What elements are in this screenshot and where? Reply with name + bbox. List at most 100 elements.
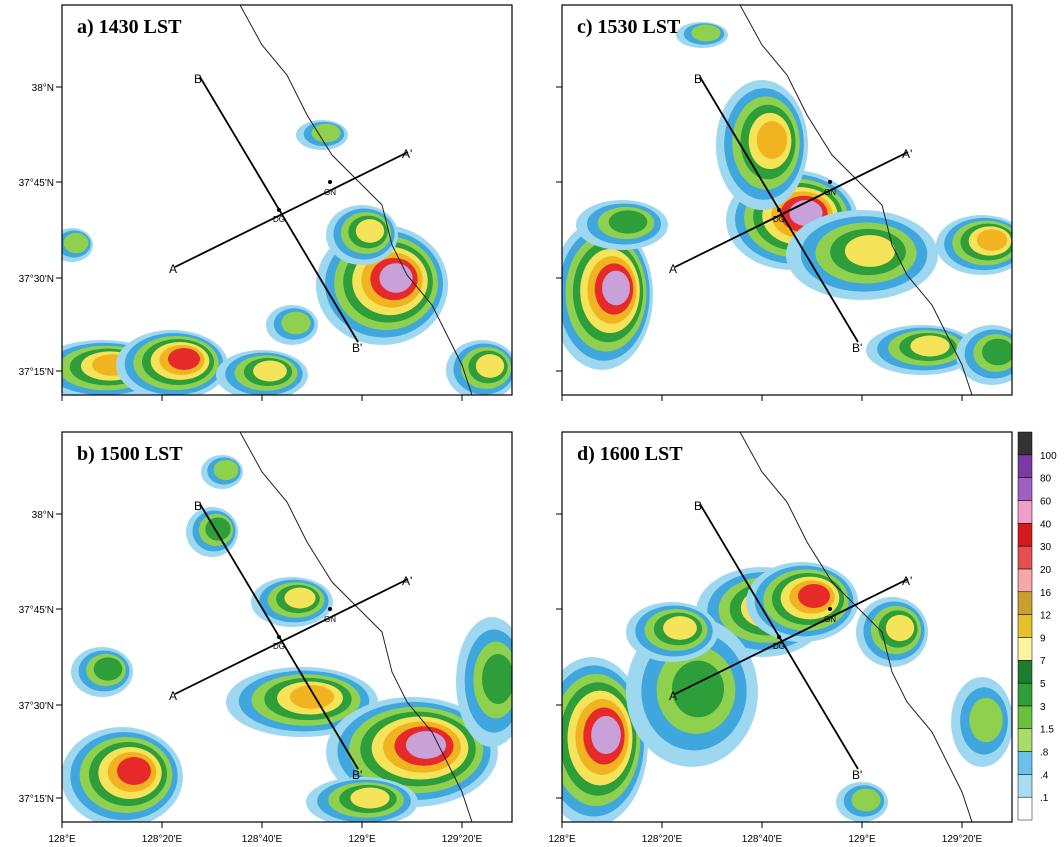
site <box>777 635 781 639</box>
colorbar-box <box>1018 797 1032 820</box>
colorbar-box <box>1018 478 1032 501</box>
precip-contour <box>356 219 384 243</box>
precip-contour <box>591 716 621 754</box>
precip-contour <box>851 789 880 812</box>
site-label: DG <box>273 215 285 224</box>
point-label: B' <box>352 768 362 782</box>
point-label: B <box>694 72 702 86</box>
site <box>328 607 332 611</box>
colorbar-box <box>1018 752 1032 775</box>
precip-contour <box>845 235 895 267</box>
colorbar-label: .8 <box>1040 748 1049 759</box>
colorbar-box <box>1018 683 1032 706</box>
map-panel <box>61 432 528 827</box>
precip-contour <box>379 263 412 292</box>
precip-contour <box>977 229 1007 251</box>
colorbar-label: 30 <box>1040 542 1052 553</box>
point-label: A' <box>402 147 412 161</box>
site-label: DG <box>773 215 785 224</box>
precip-contour <box>290 685 334 709</box>
y-tick-label: 37°15'N <box>19 367 54 378</box>
colorbar-box <box>1018 637 1032 660</box>
precip-contour <box>406 731 446 759</box>
site <box>328 180 332 184</box>
colorbar-label: 12 <box>1040 611 1052 622</box>
colorbar-label: 16 <box>1040 588 1052 599</box>
colorbar-box <box>1018 569 1032 592</box>
point-label: B' <box>852 768 862 782</box>
point-label: A <box>669 262 677 276</box>
precip-contour <box>982 339 1014 366</box>
precip-contour <box>281 312 310 335</box>
colorbar-label: 5 <box>1040 679 1046 690</box>
precip-contour <box>691 25 720 42</box>
point-label: A' <box>902 574 912 588</box>
point-label: A' <box>902 147 912 161</box>
point-label: A <box>169 689 177 703</box>
colorbar-box <box>1018 660 1032 683</box>
x-tick-label: 128°E <box>548 834 576 845</box>
colorbar-box <box>1018 546 1032 569</box>
colorbar-box <box>1018 729 1032 752</box>
precip-contour <box>482 654 514 704</box>
point-label: B <box>194 72 202 86</box>
precip-contour <box>94 657 123 680</box>
precip-contour <box>969 698 1002 742</box>
colorbar-label: 40 <box>1040 519 1052 530</box>
precip-contour <box>663 616 697 640</box>
colorbar-box <box>1018 432 1032 455</box>
point-label: B' <box>852 341 862 355</box>
colorbar-box <box>1018 774 1032 797</box>
x-tick-label: 128°40'E <box>742 834 783 845</box>
colorbar-label: 20 <box>1040 565 1052 576</box>
colorbar-box <box>1018 523 1032 546</box>
panel-title: d) 1600 LST <box>577 443 683 465</box>
colorbar-label: 9 <box>1040 633 1046 644</box>
colorbar-box <box>1018 615 1032 638</box>
x-tick-label: 128°20'E <box>642 834 683 845</box>
precip-contour <box>350 788 389 809</box>
y-tick-label: 38°N <box>32 83 54 94</box>
colorbar-label: .1 <box>1040 793 1049 804</box>
site-label: GN <box>824 615 836 624</box>
colorbar-label: 60 <box>1040 496 1052 507</box>
colorbar-label: 3 <box>1040 702 1046 713</box>
y-tick-label: 38°N <box>32 510 54 521</box>
panel-title: a) 1430 LST <box>77 16 182 38</box>
y-tick-label: 37°45'N <box>19 605 54 616</box>
precip-contour <box>284 588 315 609</box>
colorbar-box <box>1018 455 1032 478</box>
precip-contour <box>117 757 151 785</box>
figure: a) 1430 LST A A' B B' DG GN 38°N 37°45'N 37°30'N 3… <box>0 0 1064 847</box>
precip-contour <box>757 121 787 159</box>
map-panel <box>36 5 518 400</box>
y-tick-label: 37°15'N <box>19 794 54 805</box>
precip-contour <box>64 233 89 253</box>
precip-contour <box>311 124 340 143</box>
y-tick-label: 37°30'N <box>19 701 54 712</box>
colorbar-label: 80 <box>1040 474 1052 485</box>
panel-title: b) 1500 LST <box>77 443 183 465</box>
colorbar-box <box>1018 592 1032 615</box>
colorbar-label: 1.5 <box>1040 725 1054 736</box>
precip-contour <box>602 271 630 306</box>
precip-contour <box>886 615 914 641</box>
colorbar-box <box>1018 500 1032 523</box>
precip-contour <box>214 460 239 480</box>
colorbar-label: .4 <box>1040 770 1049 781</box>
site <box>277 635 281 639</box>
site-label: DG <box>773 642 785 651</box>
point-label: B <box>194 499 202 513</box>
site <box>828 607 832 611</box>
point-label: B' <box>352 341 362 355</box>
precip-contour <box>798 584 830 608</box>
precip-contour <box>609 210 648 233</box>
point-label: A' <box>402 574 412 588</box>
site <box>777 208 781 212</box>
colorbar-label: 7 <box>1040 656 1046 667</box>
x-tick-label: 128°E <box>48 834 76 845</box>
point-label: A <box>169 262 177 276</box>
precip-contour <box>910 336 949 357</box>
panel-title: c) 1530 LST <box>577 16 681 38</box>
y-tick-label: 37°30'N <box>19 274 54 285</box>
